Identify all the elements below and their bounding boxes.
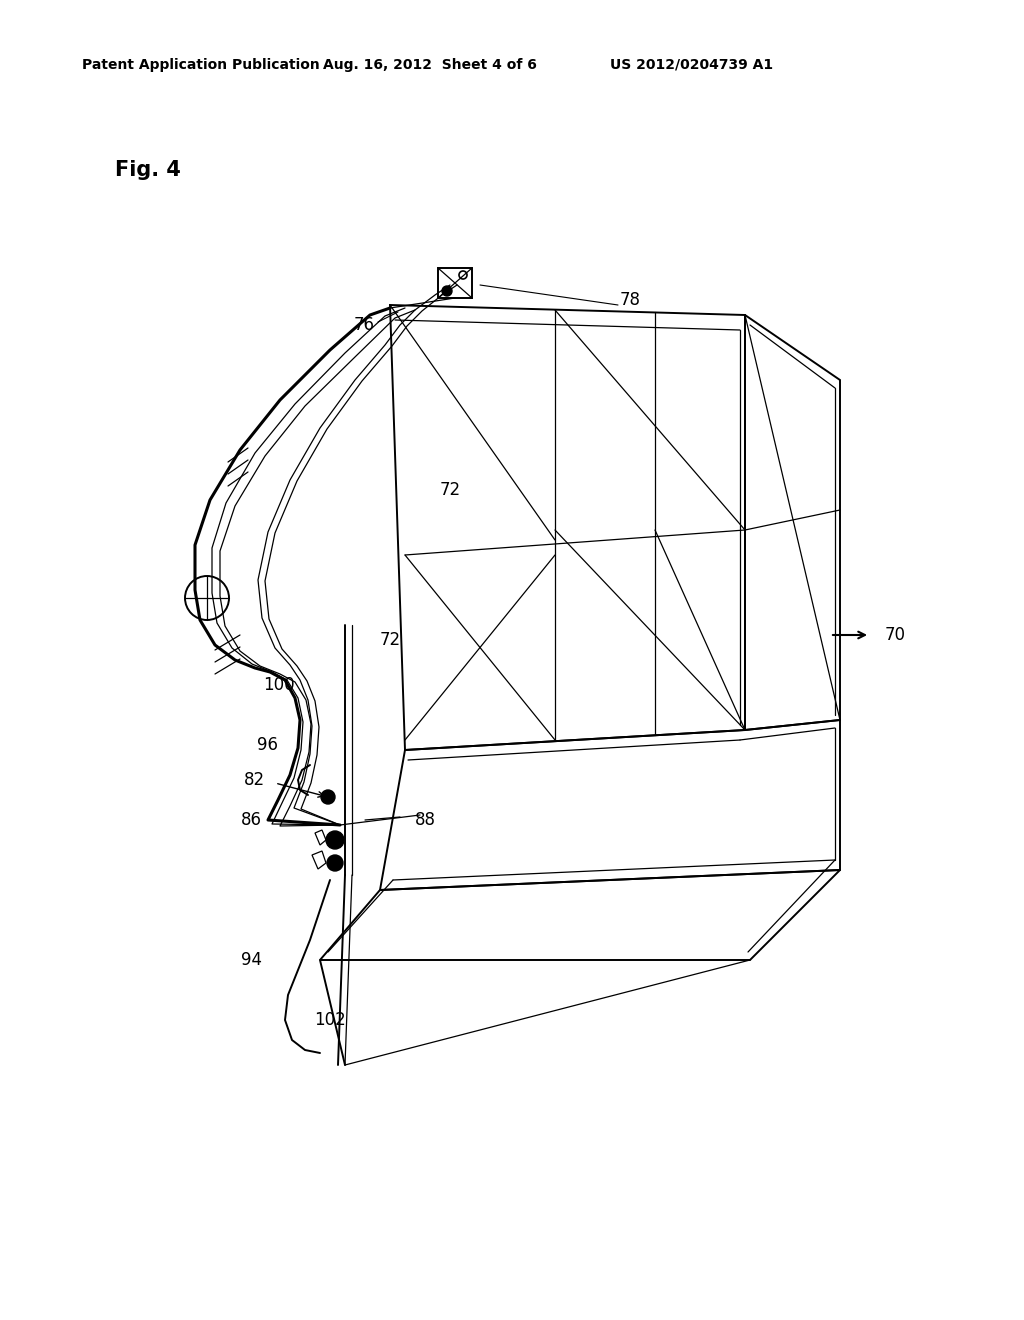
Text: Aug. 16, 2012  Sheet 4 of 6: Aug. 16, 2012 Sheet 4 of 6 — [323, 58, 537, 73]
Text: 100: 100 — [263, 676, 295, 694]
Text: Fig. 4: Fig. 4 — [115, 160, 181, 180]
Text: 88: 88 — [415, 810, 436, 829]
Text: 86: 86 — [241, 810, 262, 829]
Text: 78: 78 — [620, 290, 641, 309]
Text: 82: 82 — [244, 771, 265, 789]
Text: 70: 70 — [885, 626, 906, 644]
Text: 72: 72 — [440, 480, 461, 499]
Circle shape — [442, 286, 452, 296]
Text: US 2012/0204739 A1: US 2012/0204739 A1 — [610, 58, 773, 73]
Circle shape — [327, 855, 343, 871]
Text: 94: 94 — [241, 950, 262, 969]
Circle shape — [326, 832, 344, 849]
Text: 102: 102 — [314, 1011, 346, 1030]
Text: 76: 76 — [354, 315, 375, 334]
Text: Patent Application Publication: Patent Application Publication — [82, 58, 319, 73]
Text: 72: 72 — [380, 631, 401, 649]
Circle shape — [321, 789, 335, 804]
Text: 96: 96 — [257, 737, 278, 754]
